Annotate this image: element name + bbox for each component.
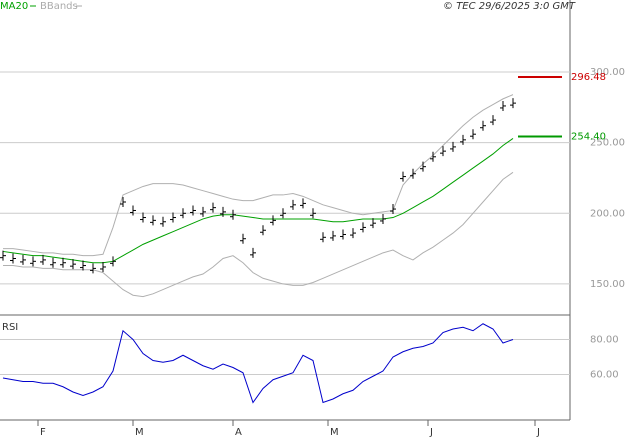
x-tick-label: A <box>235 427 242 438</box>
price-bar <box>200 206 206 217</box>
price-bar <box>30 256 36 267</box>
x-tick-label: J <box>536 427 540 438</box>
price-bar <box>0 250 6 261</box>
legend-ma20: MA20 <box>0 1 28 12</box>
price-bar <box>260 225 266 236</box>
price-bar <box>360 222 366 233</box>
price-bar <box>240 233 246 244</box>
price-bar <box>300 198 306 209</box>
price-bar <box>140 212 146 223</box>
price-bar <box>480 120 486 131</box>
price-bar <box>330 230 336 241</box>
price-bar <box>450 141 456 152</box>
x-tick-label: M <box>330 427 339 438</box>
price-bar <box>320 232 326 243</box>
price-bar <box>340 229 346 240</box>
y-tick-label: 80.00 <box>590 335 619 346</box>
rsi-line <box>2 323 514 404</box>
price-bar <box>10 253 16 264</box>
price-bar <box>120 196 126 207</box>
y-tick-label: 60.00 <box>590 370 619 381</box>
price-bar <box>150 215 156 226</box>
price-bar <box>100 261 106 272</box>
price-bar <box>440 146 446 157</box>
price-bar <box>310 208 316 219</box>
x-tick-label: J <box>429 427 433 438</box>
source: © TEC 29/6/2025 3:0 GMT <box>443 1 576 12</box>
price-bar <box>350 228 356 239</box>
price-bar <box>270 215 276 226</box>
price-bar <box>500 100 506 111</box>
price-bar <box>210 202 216 213</box>
price-bar <box>510 98 516 109</box>
y-tick-label: 300.00 <box>590 67 625 78</box>
ma20-line <box>2 138 514 264</box>
x-tick-label: M <box>135 427 144 438</box>
price-bar <box>250 247 256 258</box>
price-bar <box>220 206 226 217</box>
y-tick-label: 250.00 <box>590 138 625 149</box>
price-bar <box>60 257 66 268</box>
price-bar <box>180 208 186 219</box>
price-bar <box>80 260 86 271</box>
price-bar <box>280 208 286 219</box>
price-bar <box>20 254 26 265</box>
price-bar <box>460 134 466 145</box>
price-marker-label: 296.48 <box>571 72 606 83</box>
bband-upper <box>3 94 514 257</box>
price-bar <box>50 257 56 268</box>
price-bar <box>420 161 426 172</box>
price-bar <box>400 171 406 182</box>
price-bar <box>110 256 116 267</box>
price-bar <box>190 205 196 216</box>
price-bar <box>170 212 176 223</box>
rsi-title: RSI <box>2 322 18 333</box>
price-bar <box>40 254 46 265</box>
price-marker-label: 254.40 <box>571 131 606 142</box>
bband-lower <box>3 171 514 298</box>
price-bar <box>230 209 236 220</box>
y-tick-label: 200.00 <box>590 208 625 219</box>
price-bar <box>130 205 136 216</box>
price-bar <box>380 213 386 224</box>
price-bar <box>370 218 376 229</box>
price-bar <box>70 259 76 270</box>
price-bar <box>90 263 96 274</box>
price-bar <box>490 115 496 126</box>
price-bar <box>290 199 296 210</box>
price-bar <box>390 204 396 215</box>
y-tick-label: 150.00 <box>590 279 625 290</box>
price-bar <box>160 216 166 227</box>
price-bar <box>470 129 476 140</box>
price-bar <box>410 168 416 179</box>
x-tick-label: F <box>40 427 46 438</box>
legend-bbands: BBands <box>40 1 78 12</box>
price-bar <box>430 151 436 162</box>
